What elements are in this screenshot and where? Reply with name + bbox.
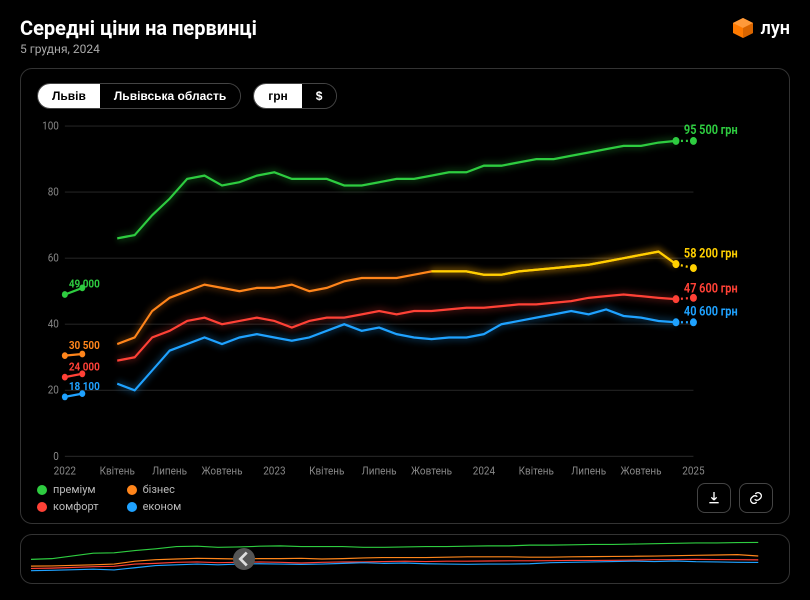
share-link-button[interactable] xyxy=(739,483,773,513)
legend: преміум бізнес комфорт економ xyxy=(37,483,181,513)
toggle-row: Львів Львівська область грн $ xyxy=(37,83,773,109)
svg-text:40: 40 xyxy=(48,317,59,331)
legend-swatch xyxy=(37,485,47,495)
app-root: Середні ціни на первинці 5 грудня, 2024 … xyxy=(0,0,810,600)
svg-text:Квітень: Квітень xyxy=(519,464,554,478)
svg-text:2025: 2025 xyxy=(682,464,704,478)
line-chart: 0 20 40 60 80 100 2022 Квітень Липень Жовтень 2023… xyxy=(37,117,773,479)
svg-text:Квітень: Квітень xyxy=(309,464,344,478)
svg-text:0: 0 xyxy=(53,449,59,463)
svg-text:40 600 грн: 40 600 грн xyxy=(684,304,738,319)
region-option-0[interactable]: Львів xyxy=(38,84,100,108)
region-toggle: Львів Львівська область xyxy=(37,83,241,109)
legend-swatch xyxy=(127,502,137,512)
legend-label: економ xyxy=(143,500,182,513)
currency-option-0[interactable]: грн xyxy=(254,84,302,108)
chevron-left-icon xyxy=(233,548,255,570)
legend-label: преміум xyxy=(53,483,96,496)
svg-text:30 500: 30 500 xyxy=(69,338,100,352)
minimap-handle[interactable] xyxy=(233,548,255,570)
minimap-chart xyxy=(21,535,789,583)
download-button[interactable] xyxy=(697,483,731,513)
svg-text:Липень: Липень xyxy=(571,464,606,478)
svg-text:Жовтень: Жовтень xyxy=(201,464,242,478)
legend-item-business[interactable]: бізнес xyxy=(127,483,182,496)
currency-toggle: грн $ xyxy=(253,83,337,109)
download-icon xyxy=(706,490,722,506)
svg-text:20: 20 xyxy=(48,383,59,397)
legend-swatch xyxy=(37,502,47,512)
brand-logo: лун xyxy=(731,16,790,40)
chart-actions xyxy=(697,483,773,513)
chart-area: 0 20 40 60 80 100 2022 Квітень Липень Жовтень 2023… xyxy=(37,117,773,479)
header-date: 5 грудня, 2024 xyxy=(20,42,257,56)
legend-label: бізнес xyxy=(143,483,175,496)
svg-text:100: 100 xyxy=(42,119,59,133)
svg-text:80: 80 xyxy=(48,185,59,199)
legend-item-econom[interactable]: економ xyxy=(127,500,182,513)
legend-item-premium[interactable]: преміум xyxy=(37,483,99,496)
legend-label: комфорт xyxy=(53,500,99,513)
chart-card: Львів Львівська область грн $ 0 20 40 60 80 1… xyxy=(20,68,790,524)
svg-text:2023: 2023 xyxy=(263,464,285,478)
svg-text:24 000: 24 000 xyxy=(69,360,100,374)
currency-option-1[interactable]: $ xyxy=(302,84,337,108)
svg-text:Жовтень: Жовтень xyxy=(621,464,662,478)
svg-text:18 100: 18 100 xyxy=(69,380,100,394)
logo-cube-icon xyxy=(731,16,755,40)
svg-text:2024: 2024 xyxy=(473,464,495,478)
svg-text:Жовтень: Жовтень xyxy=(411,464,452,478)
legend-row: преміум бізнес комфорт економ xyxy=(37,483,773,513)
logo-text: лун xyxy=(761,18,790,39)
legend-item-comfort[interactable]: комфорт xyxy=(37,500,99,513)
svg-text:47 600 грн: 47 600 грн xyxy=(684,281,738,296)
svg-text:95 500 грн: 95 500 грн xyxy=(684,122,738,137)
svg-text:49 000: 49 000 xyxy=(69,277,100,291)
svg-text:58 200 грн: 58 200 грн xyxy=(684,246,738,261)
minimap[interactable] xyxy=(20,534,790,584)
header: Середні ціни на первинці 5 грудня, 2024 … xyxy=(20,16,790,56)
svg-text:Липень: Липень xyxy=(362,464,397,478)
legend-swatch xyxy=(127,485,137,495)
page-title: Середні ціни на первинці xyxy=(20,16,257,40)
region-option-1[interactable]: Львівська область xyxy=(100,84,240,108)
svg-text:2022: 2022 xyxy=(54,464,76,478)
svg-text:60: 60 xyxy=(48,251,59,265)
svg-text:Липень: Липень xyxy=(152,464,187,478)
link-icon xyxy=(748,490,764,506)
svg-text:Квітень: Квітень xyxy=(100,464,135,478)
